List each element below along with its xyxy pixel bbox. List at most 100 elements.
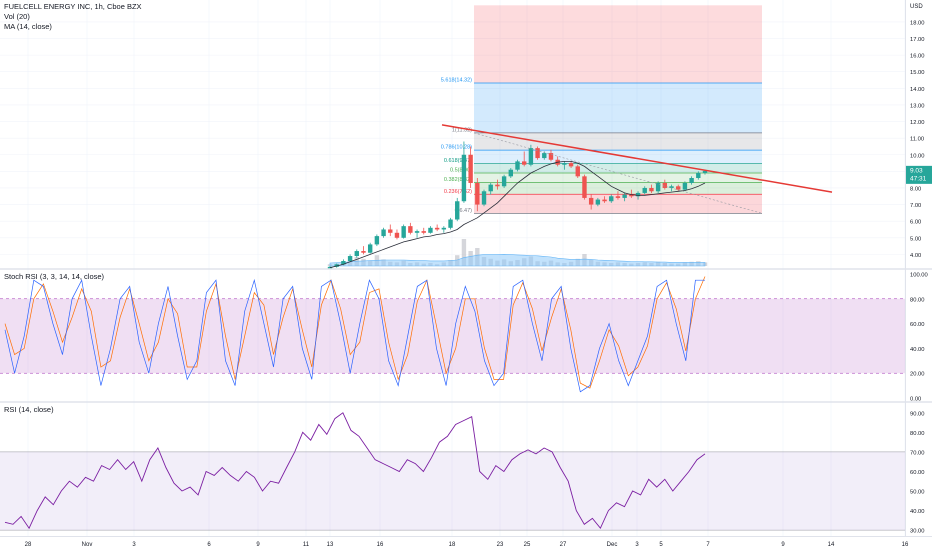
grid-lines xyxy=(0,0,906,536)
time-tick-label: 18 xyxy=(449,542,456,548)
fib-level-label: 0.5(8.90) xyxy=(450,168,472,174)
last-price-marker: 9.03 47:31 xyxy=(906,165,932,184)
trend-line[interactable] xyxy=(441,124,833,193)
time-tick-label: 6 xyxy=(207,542,211,548)
rsi-tick-label: 90.00 xyxy=(910,411,925,417)
time-tick-label: Dec xyxy=(607,542,618,548)
stoch-pane[interactable] xyxy=(0,270,905,401)
time-tick-label: 5 xyxy=(659,542,663,548)
symbol-title[interactable]: FUELCELL ENERGY INC, 1h, Cboe BZX xyxy=(4,2,142,11)
rsi-tick-label: 50.00 xyxy=(910,490,925,496)
price-axis[interactable]: 18.00 17.00 16.00 15.00 14.00 13.00 12.00 11.00… xyxy=(910,20,925,258)
candlesticks xyxy=(327,141,708,270)
time-tick-label: 23 xyxy=(497,542,504,548)
stoch-axis[interactable]: 100.00 80.00 60.00 40.00 20.00 0.00 xyxy=(910,273,928,403)
rsi-band xyxy=(0,451,905,531)
candle-body xyxy=(347,256,353,262)
price-tick-label: 8.00 xyxy=(910,186,921,192)
stoch-k-line xyxy=(4,278,705,393)
candle-body xyxy=(434,227,440,230)
stoch-band xyxy=(0,298,905,374)
volume-bar xyxy=(461,239,467,266)
candle-body xyxy=(568,163,574,167)
candle-body xyxy=(448,219,453,228)
time-tick-label: 7 xyxy=(706,542,710,548)
fib-zone xyxy=(474,194,762,214)
candle-body xyxy=(394,232,400,238)
rsi-tick-label: 80.00 xyxy=(910,431,925,437)
candle-body xyxy=(689,178,694,183)
fib-level-label: 0.786(10.28) xyxy=(441,145,472,151)
candle-body xyxy=(441,227,447,230)
price-tick-label: 16.00 xyxy=(910,54,925,60)
rsi-pane[interactable] xyxy=(0,403,905,536)
candle-body xyxy=(642,187,647,193)
fib-zone xyxy=(474,5,762,84)
candle-body xyxy=(669,186,674,188)
candle-body xyxy=(341,261,346,265)
candle-body xyxy=(428,227,433,233)
stoch-tick-label: 100.00 xyxy=(910,273,928,279)
candle-body xyxy=(455,201,460,220)
time-tick-label: 13 xyxy=(327,542,334,548)
candle-body xyxy=(635,192,641,197)
candle-body xyxy=(649,187,654,192)
candle-body xyxy=(381,229,386,237)
price-tick-label: 14.00 xyxy=(910,87,925,93)
price-tick-label: 15.00 xyxy=(910,70,925,76)
fib-level-label: 1(11.32) xyxy=(452,127,472,133)
price-tick-label: 4.00 xyxy=(910,253,921,259)
candle-body xyxy=(481,191,487,205)
rsi-axis[interactable]: 90.00 80.00 70.00 60.00 50.00 40.00 30.00 xyxy=(910,411,925,534)
fib-level-label: 0.618(9.47) xyxy=(444,158,472,164)
rsi-line xyxy=(4,412,706,530)
time-tick-label: 28 xyxy=(25,542,32,548)
candle-body xyxy=(588,197,594,205)
price-tick-label: 12.00 xyxy=(910,120,925,126)
ma-legend[interactable]: MA (14, close) xyxy=(4,22,52,31)
time-axis[interactable]: 28 Nov 3 6 9 11 13 16 18 23 25 27 Dec 3 5 7 9 14 16 xyxy=(25,542,909,548)
candle-body xyxy=(615,196,621,198)
candle-body xyxy=(388,229,393,233)
time-tick-label: 16 xyxy=(902,542,909,548)
time-tick-label: 3 xyxy=(132,542,136,548)
fib-diagonal xyxy=(473,132,763,214)
time-tick-label: Nov xyxy=(82,542,93,548)
candle-body xyxy=(702,170,708,174)
candle-body xyxy=(334,264,339,267)
candle-body xyxy=(542,153,547,159)
candle-body xyxy=(595,199,601,205)
price-tick-label: 10.00 xyxy=(910,153,925,159)
candle-body xyxy=(475,182,480,205)
candle-body xyxy=(528,148,534,165)
candle-body xyxy=(468,154,473,183)
price-tick-label: 5.00 xyxy=(910,236,921,242)
vol-legend[interactable]: Vol (20) xyxy=(4,12,30,21)
fib-level-label: 5.618(14.32) xyxy=(441,78,472,84)
time-tick-label: 16 xyxy=(377,542,384,548)
candle-body xyxy=(562,163,567,165)
countdown-label: 47:31 xyxy=(910,175,927,182)
candle-body xyxy=(662,182,668,188)
candle-body xyxy=(508,169,514,177)
candle-body xyxy=(609,196,614,202)
candle-body xyxy=(414,231,420,233)
time-tick-label: 25 xyxy=(524,542,531,548)
price-tick-label: 7.00 xyxy=(910,203,921,209)
price-tick-label: 13.00 xyxy=(910,103,925,109)
candle-body xyxy=(461,154,467,202)
price-tick-label: 11.00 xyxy=(910,137,924,143)
stoch-tick-label: 40.00 xyxy=(910,347,925,353)
fib-zone xyxy=(474,132,762,151)
fib-zone xyxy=(474,173,762,183)
last-price-label: 9.03 xyxy=(910,167,923,174)
fibonacci-extension[interactable]: 5.618(14.32) 1(11.32) 0.786(10.28) 0.618(9.… xyxy=(441,5,762,214)
rsi-tick-label: 60.00 xyxy=(910,470,925,476)
candle-body xyxy=(548,153,554,160)
candle-body xyxy=(629,194,634,197)
time-tick-label: 14 xyxy=(828,542,835,548)
candle-body xyxy=(696,173,701,178)
rsi-tick-label: 70.00 xyxy=(910,450,925,456)
fib-level-label: 0.382(8.32) xyxy=(444,177,472,183)
